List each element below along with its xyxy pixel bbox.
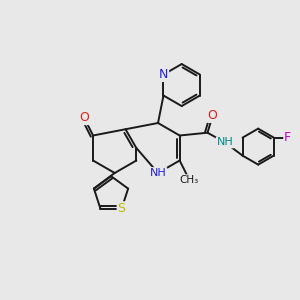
Text: F: F (284, 131, 291, 144)
Text: S: S (118, 202, 126, 215)
Text: N: N (159, 68, 168, 81)
Text: NH: NH (217, 137, 233, 147)
Text: O: O (79, 111, 89, 124)
Text: NH: NH (150, 168, 166, 178)
Text: O: O (208, 109, 218, 122)
Text: CH₃: CH₃ (180, 175, 199, 185)
